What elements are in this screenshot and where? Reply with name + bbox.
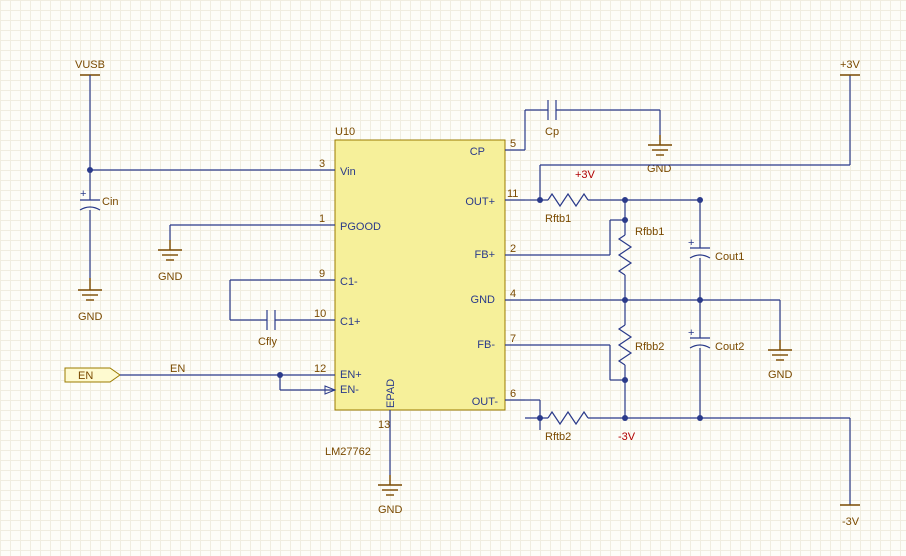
- gnd-pgood: GND: [158, 240, 183, 283]
- net-outminus: Rftb2 -3V: [525, 400, 850, 505]
- svg-text:+: +: [688, 327, 694, 339]
- part-u10: LM27762: [325, 446, 371, 458]
- svg-text:5: 5: [510, 138, 516, 150]
- svg-text:+3V: +3V: [840, 59, 861, 71]
- gnd-right: GND: [768, 340, 793, 381]
- svg-text:GND: GND: [378, 504, 403, 516]
- svg-text:GND: GND: [158, 271, 183, 283]
- component-rfbb2: Rfbb2: [619, 300, 664, 418]
- net-gnd-chip: [525, 297, 780, 340]
- net-fbminus: [525, 345, 628, 383]
- svg-text:Rftb2: Rftb2: [545, 431, 571, 443]
- svg-text:FB-: FB-: [477, 339, 495, 351]
- svg-text:+: +: [688, 237, 694, 249]
- svg-text:4: 4: [510, 288, 516, 300]
- refdes-u10: U10: [335, 126, 355, 138]
- svg-text:1: 1: [319, 213, 325, 225]
- svg-text:Cp: Cp: [545, 126, 559, 138]
- svg-text:EN+: EN+: [340, 369, 362, 381]
- svg-text:-3V: -3V: [618, 431, 636, 443]
- power-vusb: VUSB: [75, 59, 105, 170]
- component-cout2: + Cout2: [688, 300, 744, 418]
- schematic-canvas: U10 LM27762 3 Vin 1 PGOOD 9 C1- 10 C1+ 1…: [0, 0, 906, 556]
- svg-text:VUSB: VUSB: [75, 59, 105, 71]
- component-cin: + Cin: [80, 170, 119, 278]
- gnd-cp: GND: [647, 135, 672, 175]
- component-cout1: + Cout1: [688, 237, 744, 300]
- power-plus3v: +3V: [840, 59, 861, 75]
- svg-text:3: 3: [319, 158, 325, 170]
- svg-text:EN: EN: [78, 370, 93, 382]
- svg-text:CP: CP: [470, 146, 485, 158]
- net-cp: Cp: [525, 100, 660, 150]
- component-cfly: Cfly: [230, 280, 315, 348]
- svg-text:GND: GND: [78, 311, 103, 323]
- svg-text:+3V: +3V: [575, 169, 596, 181]
- svg-text:9: 9: [319, 268, 325, 280]
- net-outplus: +3V Rftb1: [525, 75, 850, 248]
- svg-text:FB+: FB+: [475, 249, 495, 261]
- svg-text:Cout1: Cout1: [715, 251, 744, 263]
- svg-text:Rftb1: Rftb1: [545, 213, 571, 225]
- svg-text:12: 12: [314, 363, 326, 375]
- svg-text:11: 11: [507, 188, 518, 200]
- svg-text:+: +: [80, 188, 86, 200]
- svg-text:2: 2: [510, 243, 516, 255]
- svg-text:6: 6: [510, 388, 516, 400]
- svg-text:Vin: Vin: [340, 166, 356, 178]
- svg-text:Rfbb1: Rfbb1: [635, 226, 664, 238]
- ic-u10: U10 LM27762 3 Vin 1 PGOOD 9 C1- 10 C1+ 1…: [314, 126, 525, 458]
- power-minus3v: -3V: [840, 505, 860, 528]
- svg-text:EN: EN: [170, 363, 185, 375]
- svg-text:Rfbb2: Rfbb2: [635, 341, 664, 353]
- gnd-cin: GND: [78, 278, 103, 323]
- svg-text:-3V: -3V: [842, 516, 860, 528]
- svg-text:PGOOD: PGOOD: [340, 221, 381, 233]
- svg-text:7: 7: [510, 333, 516, 345]
- svg-text:10: 10: [314, 308, 326, 320]
- svg-text:GND: GND: [471, 294, 496, 306]
- svg-text:C1+: C1+: [340, 316, 361, 328]
- component-rfbb1: Rfbb1: [619, 200, 664, 300]
- wire-pgood: [170, 225, 315, 240]
- port-en: EN EN: [65, 363, 315, 390]
- svg-text:Cin: Cin: [102, 196, 119, 208]
- gnd-epad: GND: [378, 475, 403, 516]
- svg-text:13: 13: [378, 419, 390, 431]
- svg-text:C1-: C1-: [340, 276, 358, 288]
- svg-text:GND: GND: [768, 369, 793, 381]
- svg-text:OUT+: OUT+: [465, 196, 495, 208]
- svg-text:Cout2: Cout2: [715, 341, 744, 353]
- svg-text:EPAD: EPAD: [385, 379, 397, 408]
- svg-text:OUT-: OUT-: [472, 396, 499, 408]
- svg-text:Cfly: Cfly: [258, 336, 277, 348]
- svg-text:EN-: EN-: [340, 384, 359, 396]
- net-fbplus: [525, 217, 628, 255]
